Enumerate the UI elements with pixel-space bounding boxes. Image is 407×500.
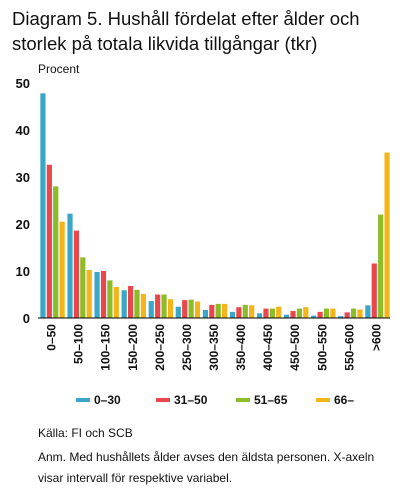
- bar: [140, 294, 146, 318]
- bar: [194, 301, 201, 318]
- bar: [40, 93, 46, 318]
- bar: [53, 186, 59, 318]
- y-axis-label: Procent: [38, 62, 80, 76]
- x-tick-label: 200–250: [153, 324, 167, 371]
- bar: [323, 308, 330, 318]
- bar: [284, 314, 290, 318]
- bar: [350, 308, 357, 318]
- bar: [121, 290, 127, 318]
- bar-chart: 0 10 20 30 40 50 0–50 50–100 100–150 150–200 200–…: [16, 76, 390, 371]
- bar: [290, 310, 296, 318]
- bar: [384, 152, 390, 318]
- bar: [357, 309, 363, 318]
- bar: [100, 271, 107, 318]
- source-text: Källa: FI och SCB: [38, 426, 133, 440]
- bar: [46, 164, 52, 318]
- legend-item: 31–50: [156, 393, 207, 407]
- bar: [113, 286, 119, 318]
- y-tick-label: 30: [16, 170, 30, 185]
- y-tick-label: 0: [23, 311, 30, 326]
- bar: [229, 311, 236, 318]
- bar: [249, 305, 255, 318]
- x-axis-ticks: 0–50 50–100 100–150 150–200 200–250 250–300 30…: [45, 324, 384, 371]
- bar: [263, 308, 269, 318]
- bar: [317, 311, 323, 318]
- bar: [67, 213, 73, 318]
- x-tick-label: 50–100: [72, 324, 86, 364]
- legend-swatch: [316, 397, 330, 402]
- bar: [344, 312, 350, 318]
- bar: [167, 299, 174, 318]
- legend-label: 51–65: [254, 393, 288, 407]
- bar: [303, 307, 309, 318]
- bar: [222, 303, 228, 318]
- legend-label: 66–: [334, 393, 355, 407]
- bar: [242, 304, 248, 318]
- note-text: Anm. Med hushållets ålder avses den älds…: [38, 450, 375, 485]
- bar: [371, 263, 377, 318]
- bar: [80, 257, 86, 318]
- y-tick-label: 40: [16, 123, 30, 138]
- bar: [59, 221, 65, 318]
- y-tick-label: 10: [16, 264, 30, 279]
- bar: [188, 299, 194, 318]
- bar: [338, 316, 344, 318]
- bar: [182, 300, 188, 318]
- x-tick-label: 100–150: [99, 324, 113, 371]
- legend-label: 31–50: [174, 393, 208, 407]
- legend-swatch: [76, 397, 90, 402]
- bar: [202, 310, 208, 318]
- bar: [269, 308, 275, 318]
- x-tick-label: 150–200: [126, 324, 140, 371]
- legend-item: 51–65: [236, 393, 287, 407]
- bar: [155, 294, 161, 318]
- chart-title-line-2: storlek på totala likvida tillgångar (tk…: [12, 33, 318, 54]
- bar: [209, 304, 215, 318]
- x-tick-label: 300–350: [207, 324, 221, 371]
- legend-swatch: [236, 397, 250, 402]
- y-tick-label: 50: [16, 76, 30, 91]
- bar: [73, 230, 80, 318]
- bar: [276, 306, 282, 318]
- y-tick-label: 20: [16, 217, 30, 232]
- y-axis-ticks: 0 10 20 30 40 50: [16, 76, 30, 326]
- x-tick-label: 0–50: [45, 324, 59, 351]
- bar: [161, 294, 167, 318]
- bar: [148, 301, 154, 318]
- bar: [365, 305, 371, 318]
- bar: [127, 286, 134, 318]
- legend-item: 0–30: [76, 393, 121, 407]
- chart-title-line-1: Diagram 5. Hushåll fördelat efter ålder …: [12, 8, 360, 29]
- bar: [296, 308, 303, 318]
- chart-title: Diagram 5. Hushåll fördelat efter ålder …: [12, 6, 402, 56]
- bar: [256, 313, 263, 318]
- x-tick-label: >600: [369, 324, 383, 351]
- bar: [330, 308, 336, 318]
- legend-label: 0–30: [94, 393, 121, 407]
- bar: [94, 271, 100, 318]
- bar: [86, 270, 92, 318]
- legend-swatch: [156, 397, 170, 402]
- bar: [236, 307, 242, 318]
- x-tick-label: 550–600: [342, 324, 356, 371]
- bar: [215, 303, 221, 318]
- bar: [134, 289, 140, 318]
- x-tick-label: 350–400: [234, 324, 248, 371]
- bar: [107, 280, 113, 318]
- x-tick-label: 250–300: [180, 324, 194, 371]
- x-tick-label: 400–450: [261, 324, 275, 371]
- bar: [175, 306, 181, 318]
- bars: [40, 93, 390, 318]
- x-tick-label: 450–500: [288, 324, 302, 371]
- bar: [378, 214, 384, 318]
- x-tick-label: 500–550: [315, 324, 329, 371]
- bar: [311, 315, 317, 318]
- legend-item: 66–: [316, 393, 354, 407]
